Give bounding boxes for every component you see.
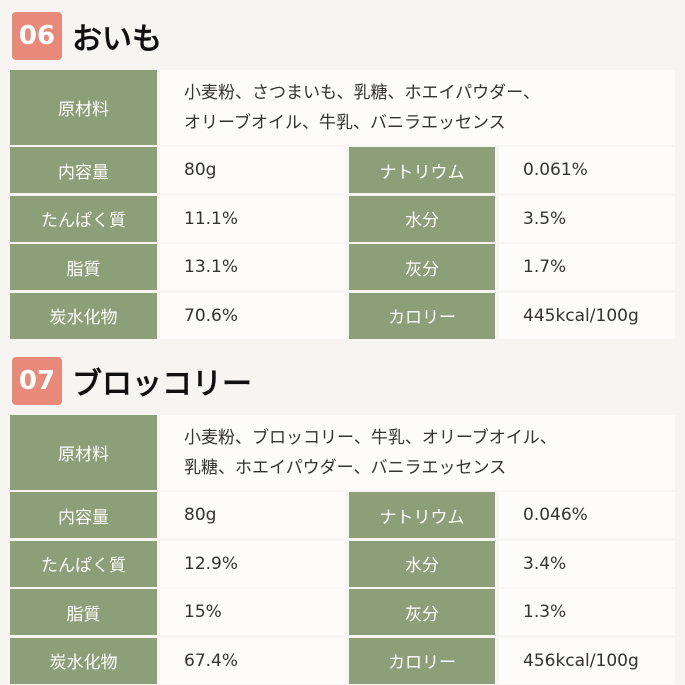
row-value: 3.4% (499, 540, 675, 587)
row-value: 70.6% (160, 292, 345, 339)
row-value: 11.1% (160, 195, 345, 242)
row-label: 炭水化物 (10, 292, 157, 339)
ingredients-line: 小麦粉、さつまいも、乳糖、ホエイパウダー、 (184, 82, 540, 103)
row-value: 445kcal/100g (499, 292, 675, 339)
row-label: ナトリウム (349, 147, 495, 193)
row-value: 67.4% (160, 637, 345, 684)
section-number: 07 (12, 357, 62, 405)
row-value: 13.1% (160, 244, 345, 290)
row-label: たんぱく質 (10, 195, 157, 242)
row-label: 水分 (349, 540, 495, 587)
row-label: 脂質 (10, 589, 157, 635)
ingredients-label: 原材料 (10, 415, 157, 490)
row-value: 80g (160, 492, 345, 538)
row-label: カロリー (349, 292, 495, 339)
row-label: 灰分 (349, 244, 495, 290)
row-value: 1.7% (499, 244, 675, 290)
row-label: たんぱく質 (10, 540, 157, 587)
ingredients-line: 乳糖、ホエイパウダー、バニラエッセンス (184, 457, 507, 478)
section-title: おいも (72, 22, 162, 57)
ingredients: 小麦粉、さつまいも、乳糖、ホエイパウダー、 オリーブオイル、牛乳、バニラエッセンス (160, 70, 675, 145)
ingredients: 小麦粉、ブロッコリー、牛乳、オリーブオイル、 乳糖、ホエイパウダー、バニラエッセン… (160, 415, 675, 490)
ingredients-line: 小麦粉、ブロッコリー、牛乳、オリーブオイル、 (184, 427, 557, 448)
row-value: 80g (160, 147, 345, 193)
row-label: ナトリウム (349, 492, 495, 538)
row-label: 脂質 (10, 244, 157, 290)
section-number: 06 (12, 12, 62, 60)
row-label: カロリー (349, 637, 495, 684)
row-label: 水分 (349, 195, 495, 242)
row-label: 内容量 (10, 147, 157, 193)
row-value: 456kcal/100g (499, 637, 675, 684)
row-label: 内容量 (10, 492, 157, 538)
row-value: 15% (160, 589, 345, 635)
row-value: 0.061% (499, 147, 675, 193)
row-label: 炭水化物 (10, 637, 157, 684)
section-title: ブロッコリー (72, 367, 252, 402)
row-value: 1.3% (499, 589, 675, 635)
row-value: 12.9% (160, 540, 345, 587)
ingredients-label: 原材料 (10, 70, 157, 145)
row-value: 3.5% (499, 195, 675, 242)
row-label: 灰分 (349, 589, 495, 635)
ingredients-line: オリーブオイル、牛乳、バニラエッセンス (184, 112, 506, 133)
row-value: 0.046% (499, 492, 675, 538)
